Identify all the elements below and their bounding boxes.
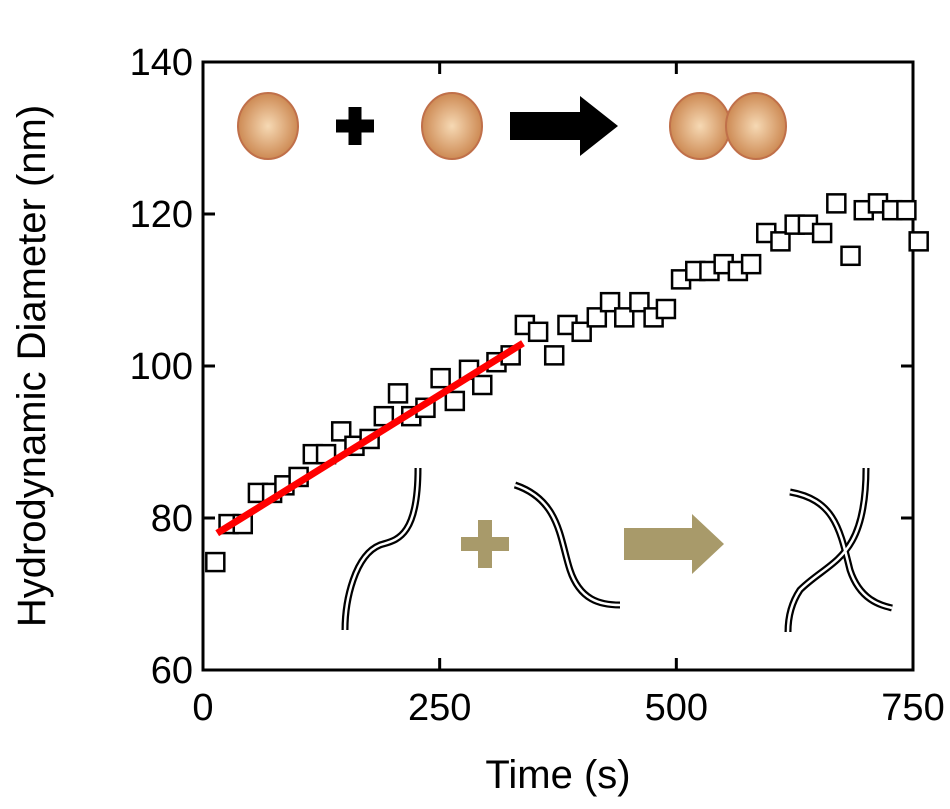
data-point xyxy=(740,253,762,275)
y-axis-label: Hydrodynamic Diameter (nm) xyxy=(10,105,54,627)
data-point xyxy=(430,367,451,389)
data-point xyxy=(826,193,847,214)
data-point xyxy=(472,374,493,396)
data-point xyxy=(614,307,635,328)
data-point xyxy=(896,199,917,221)
y-tick-label: 100 xyxy=(130,346,193,388)
data-point xyxy=(543,345,565,366)
fit-line xyxy=(215,340,525,537)
data-point xyxy=(205,551,226,573)
plot-frame xyxy=(201,60,915,672)
data-point xyxy=(527,321,549,343)
x-tick-label: 0 xyxy=(192,687,213,729)
data-point xyxy=(908,231,929,252)
data-point xyxy=(655,298,677,320)
y-tick-label: 60 xyxy=(151,650,193,692)
data-point xyxy=(770,231,791,252)
x-axis-label: Time (s) xyxy=(485,753,630,797)
data-point xyxy=(811,222,833,244)
data-point xyxy=(387,383,409,404)
x-tick-label: 750 xyxy=(881,687,944,729)
y-tick-label: 120 xyxy=(130,194,193,236)
illustration xyxy=(237,92,893,633)
x-tick-label: 500 xyxy=(645,687,708,729)
data-point xyxy=(629,291,650,313)
x-tick-label: 250 xyxy=(408,687,471,729)
data-point xyxy=(444,390,466,412)
data-point xyxy=(586,307,608,328)
data-point xyxy=(840,245,861,267)
data-point xyxy=(373,405,395,427)
data-point xyxy=(599,291,621,313)
data-point xyxy=(571,321,592,343)
y-tick-label: 140 xyxy=(130,42,193,84)
y-tick-label: 80 xyxy=(151,498,193,540)
